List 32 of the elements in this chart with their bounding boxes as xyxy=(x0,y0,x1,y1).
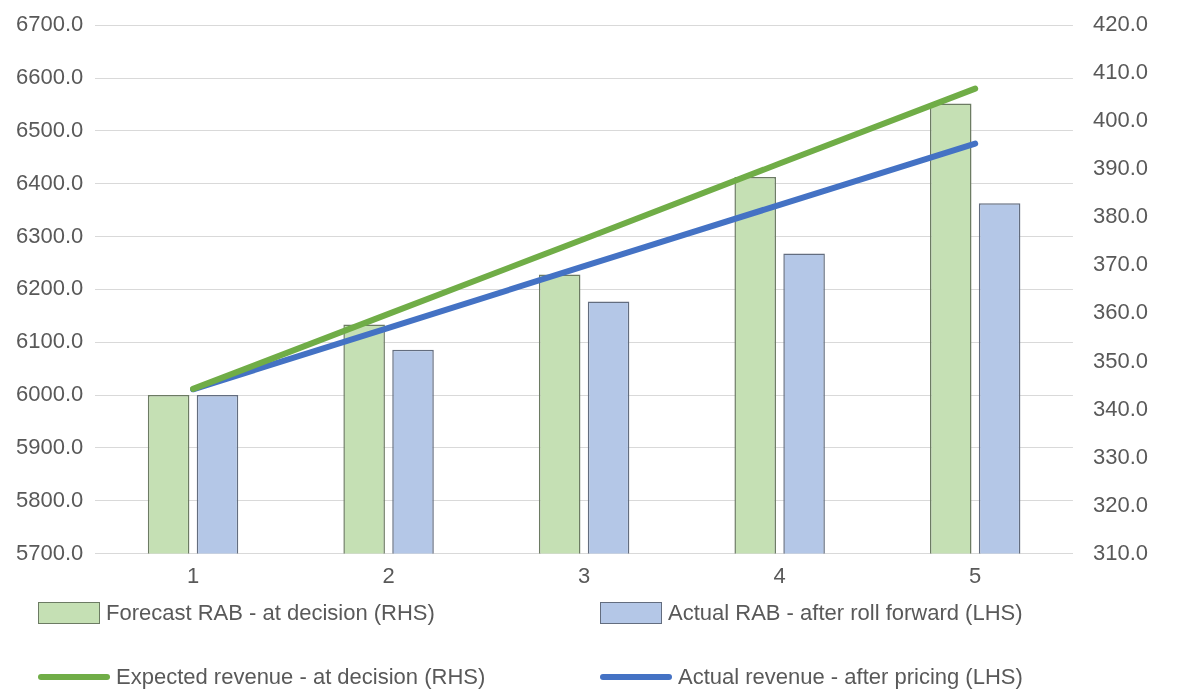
x-tick-label: 5 xyxy=(969,562,982,588)
y-tick-label: 6600.0 xyxy=(15,64,84,90)
x-tick-label: 2 xyxy=(382,562,395,588)
y2-tick-label: 340.0 xyxy=(1092,395,1149,421)
y-tick-label: 5700.0 xyxy=(15,539,84,565)
y2-tick-label: 360.0 xyxy=(1092,299,1149,325)
y2-tick-label: 370.0 xyxy=(1092,251,1149,277)
y-tick-label: 6400.0 xyxy=(15,169,84,195)
y2-tick-label: 390.0 xyxy=(1092,155,1149,181)
y2-tick-label: 410.0 xyxy=(1092,59,1149,85)
y2-tick-label: 420.0 xyxy=(1092,11,1149,37)
y2-tick-label: 400.0 xyxy=(1092,107,1149,133)
y-tick-label: 6200.0 xyxy=(15,275,84,301)
y2-tick-label: 310.0 xyxy=(1092,539,1149,565)
y-tick-label: 5800.0 xyxy=(15,486,84,512)
y2-tick-label: 350.0 xyxy=(1092,347,1149,373)
x-tick-label: 1 xyxy=(186,562,200,588)
y-tick-label: 6100.0 xyxy=(15,328,84,354)
y-tick-label: 6500.0 xyxy=(15,116,84,142)
y-tick-label: 5900.0 xyxy=(15,433,84,459)
x-tick-label: 3 xyxy=(577,562,591,588)
y2-tick-label: 330.0 xyxy=(1092,443,1149,469)
y-tick-label: 6000.0 xyxy=(15,381,84,407)
y-tick-label: 6700.0 xyxy=(15,11,84,37)
legend-label: Actual revenue - after pricing (LHS) xyxy=(678,664,1023,690)
legend-label: Actual RAB - after roll forward (LHS) xyxy=(668,600,1023,626)
legend-label: Forecast RAB - at decision (RHS) xyxy=(106,600,435,626)
legend-label: Expected revenue - at decision (RHS) xyxy=(116,664,486,690)
y2-tick-label: 380.0 xyxy=(1092,203,1149,229)
y-tick-label: 6300.0 xyxy=(15,222,84,248)
x-tick-label: 4 xyxy=(773,562,786,588)
y2-tick-label: 320.0 xyxy=(1092,491,1149,517)
